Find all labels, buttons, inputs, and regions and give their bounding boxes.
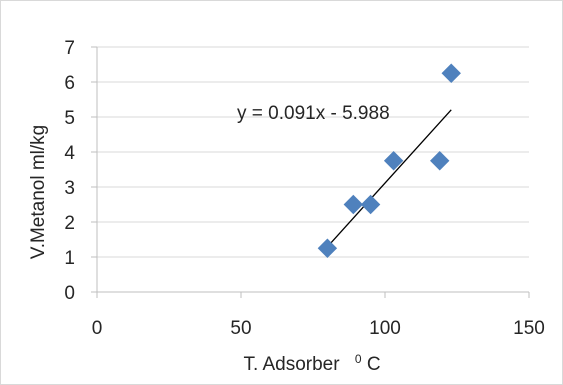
y-tick-label: 4 [64,143,75,164]
y-axis-tick-labels: 0 1 2 3 4 5 6 7 [64,38,75,304]
x-axis-tick-labels: 0 50 100 150 [92,318,545,339]
trendline-group [326,109,452,248]
gridlines [97,46,529,258]
data-point [430,151,450,171]
y-tick-label: 6 [64,73,75,94]
data-point [343,194,364,215]
x-tick-label: 50 [230,318,251,339]
x-axis-title: T. Adsorber 0 C [243,347,380,375]
y-tick-label: 0 [64,283,75,304]
y-tick-label: 1 [64,248,75,269]
y-axis-title: V.Metanol ml/kg [28,125,49,259]
x-tick-label: 0 [92,318,103,339]
data-point [383,151,404,171]
axes [91,46,530,298]
x-axis-title-unit: C [367,354,381,375]
data-point [441,63,461,83]
trendline [326,109,452,248]
x-axis-title-unit-sup: 0 [355,352,362,366]
data-points [317,63,461,258]
x-axis-title-text: T. Adsorber [243,354,340,375]
y-tick-label: 2 [64,213,75,234]
data-point [360,194,381,215]
y-tick-label: 5 [64,108,75,129]
x-tick-label: 100 [369,318,401,339]
y-tick-label: 7 [64,38,75,59]
data-point [317,238,338,258]
trendline-equation: y = 0.091x - 5.988 [237,103,390,124]
y-tick-label: 3 [64,178,75,199]
x-tick-label: 150 [513,318,545,339]
